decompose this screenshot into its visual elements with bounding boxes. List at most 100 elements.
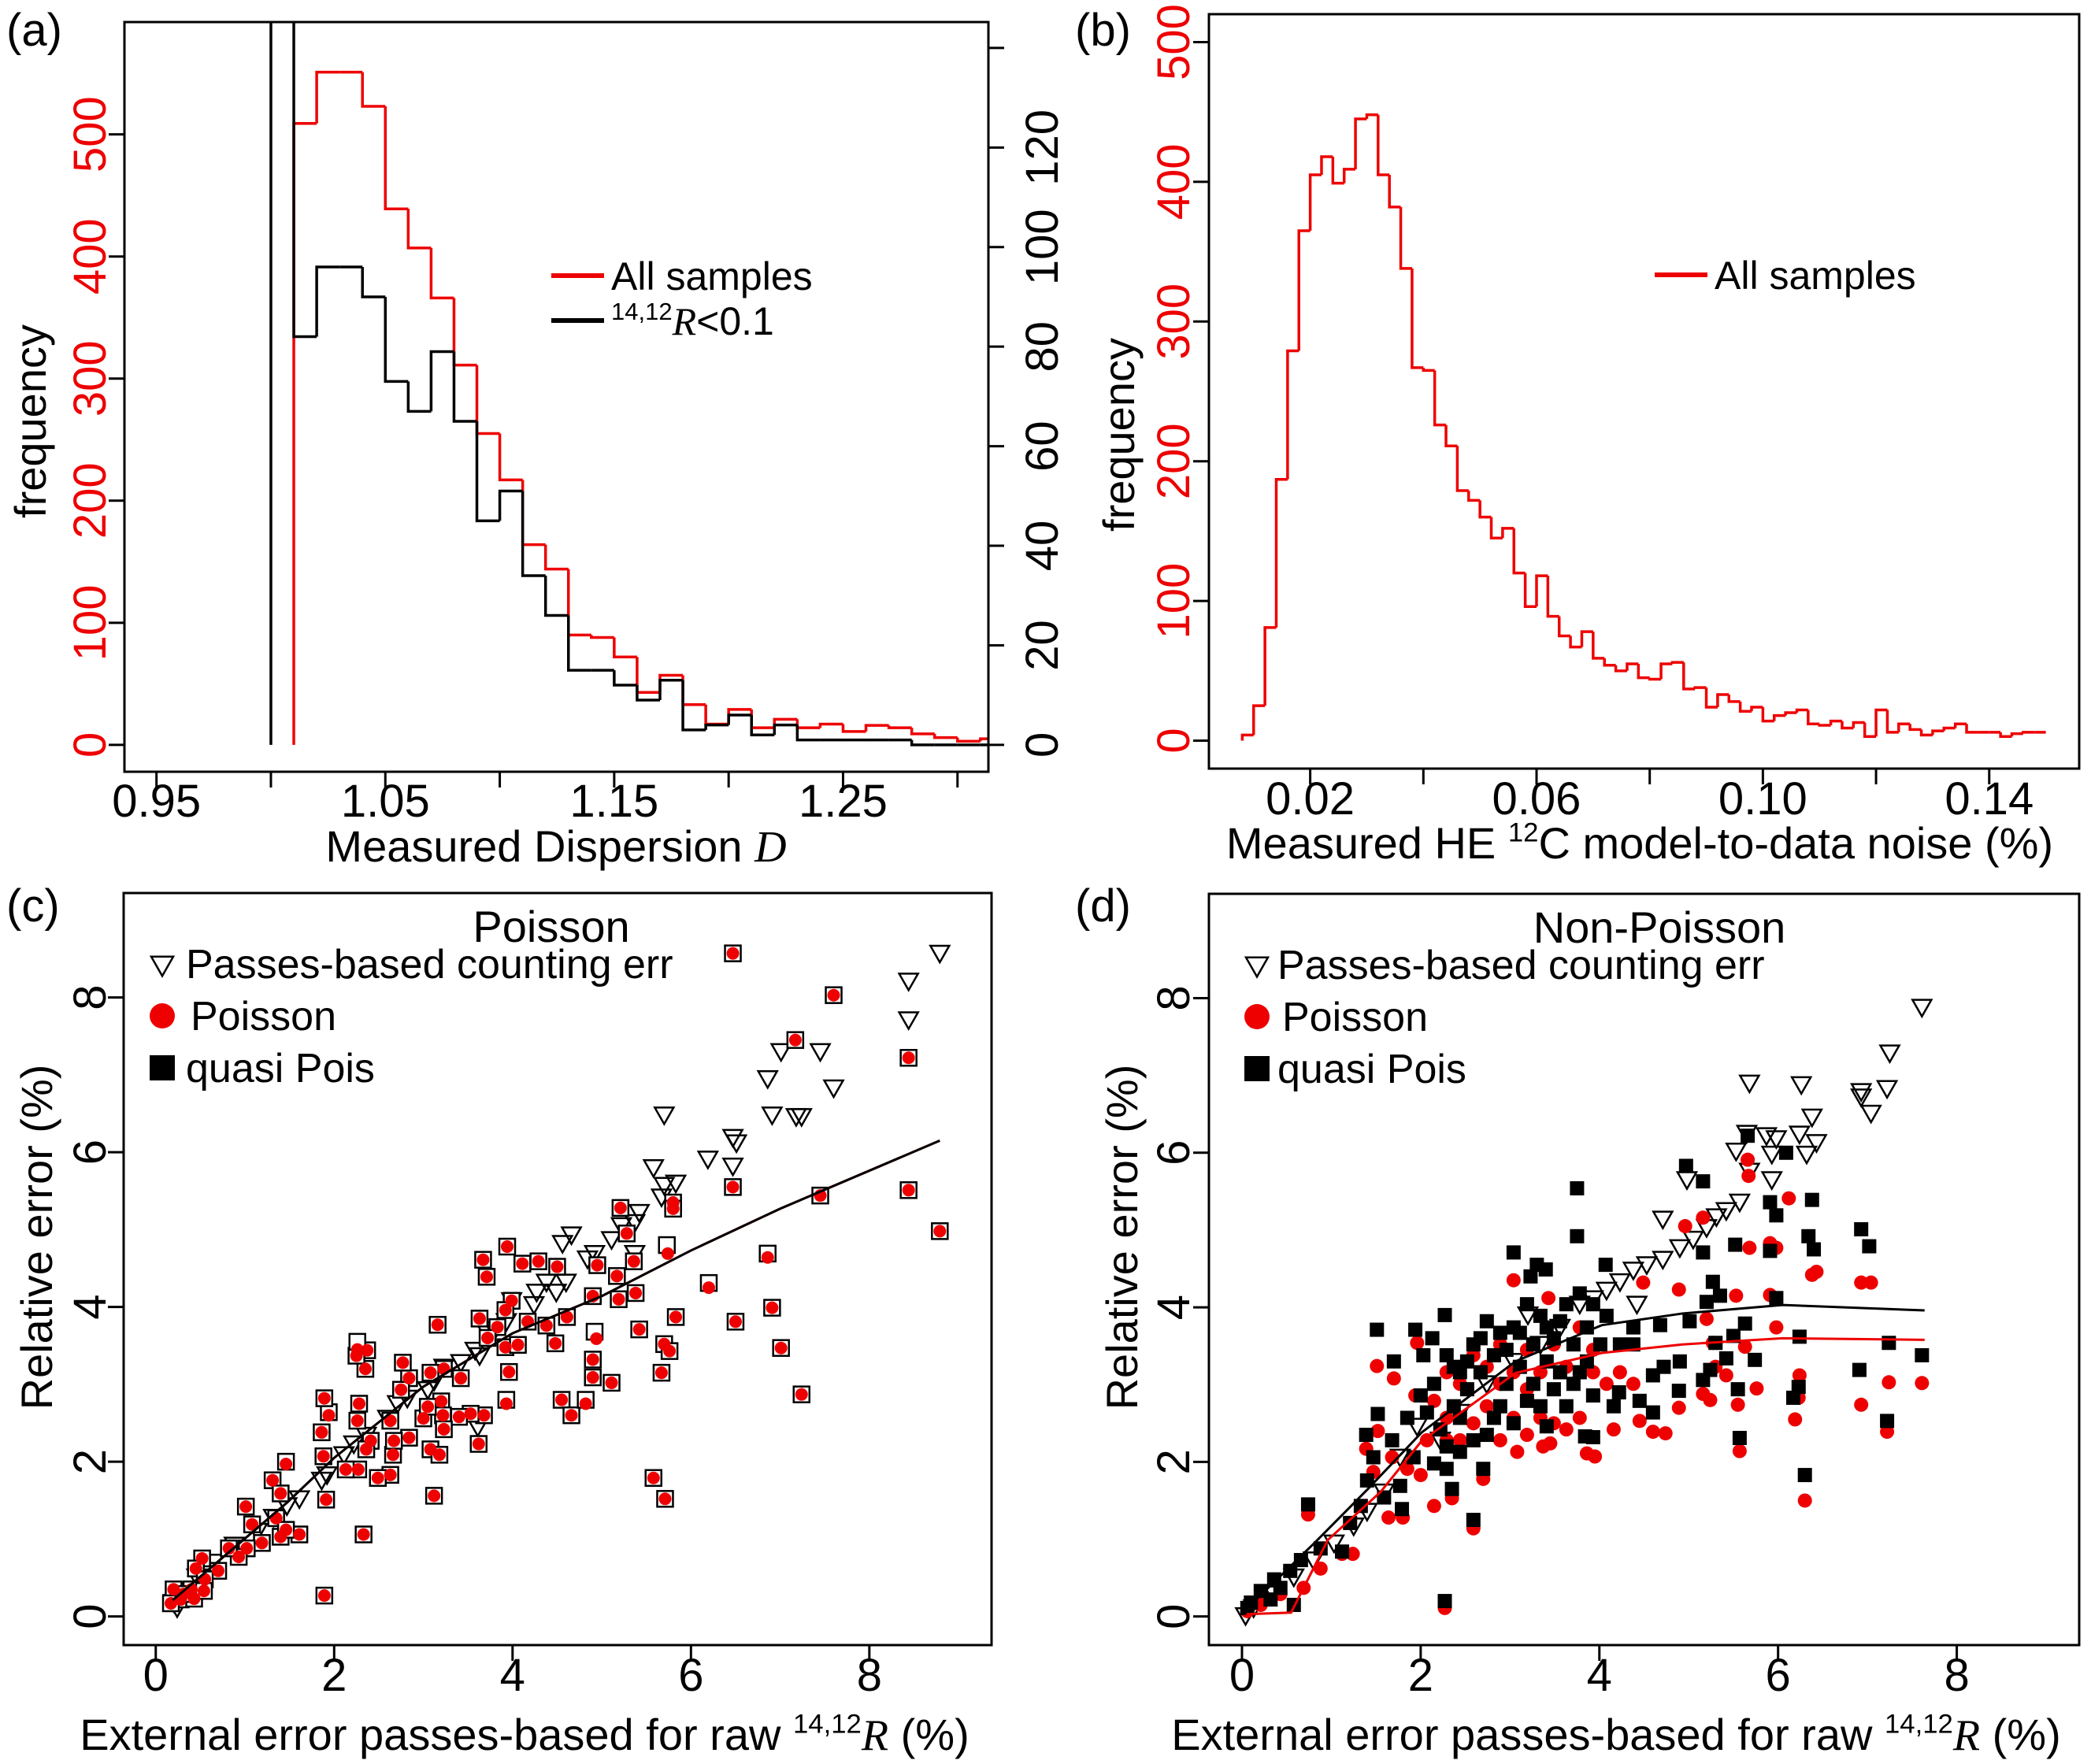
poisson-point [586,1353,599,1366]
histogram-bin [1557,616,1571,638]
quasi-pois-point [1854,1221,1869,1236]
histogram-bin [406,209,432,250]
triangle-point [929,944,951,965]
poisson-point [176,1588,190,1601]
quasi-pois-point [1512,1325,1527,1340]
fit-line [1246,1336,1925,1616]
quasi-pois-point [1533,1308,1548,1323]
poisson-point [627,1254,640,1268]
quasi-pois-point [1572,1365,1587,1380]
plot-area [1240,113,2046,741]
histogram-bin [429,247,454,300]
histogram-bin [1444,424,1458,447]
legend-triangle-icon [1244,956,1270,979]
histogram-bin [1852,721,1865,728]
poisson-point [266,1473,280,1487]
histogram-bin [636,685,660,702]
quasi-pois-point [1769,1208,1784,1223]
histogram-bin [406,381,432,413]
histogram-bin [1501,527,1514,539]
quasi-pois-point [1459,1382,1474,1397]
quasi-pois-point [1392,1478,1407,1493]
y-axis-label: frequency [1094,338,1144,532]
x-tick-label: 8 [1944,1650,1969,1701]
poisson-point [361,1343,374,1357]
x-tick-label: 0 [1229,1650,1255,1701]
histogram-bin [887,725,912,729]
poisson-point [1370,1358,1385,1373]
poisson-point [1809,1264,1824,1279]
x-tick-label: 0.95 [112,776,201,827]
poisson-point [1466,1416,1481,1431]
poisson-point [726,947,740,960]
quasi-pois-point [1852,1362,1867,1377]
histogram-bin [1953,722,1967,728]
quasi-pois-point [1915,1347,1930,1362]
poisson-point [387,1434,401,1447]
quasi-pois-point [1552,1365,1567,1380]
poisson-point [654,1366,668,1380]
y-tick-label: 500 [1148,4,1199,80]
plot-frame [123,20,990,773]
poisson-point [1718,1368,1733,1383]
poisson-point [1741,1169,1756,1184]
triangle-point [1790,1076,1813,1096]
quasi-pois-point [1792,1329,1807,1344]
quasi-pois-point [1882,1336,1896,1351]
quasi-pois-point [1732,1430,1747,1445]
histogram-bin [613,670,637,687]
quasi-pois-point [1632,1393,1647,1408]
poisson-point [1671,1282,1686,1297]
quasi-pois-point [1592,1337,1607,1352]
histogram-bin [750,709,775,729]
poisson-point [473,1312,486,1325]
histogram-bin [1659,662,1673,680]
histogram-bin [269,22,272,745]
quasi-pois-point [1552,1314,1567,1329]
poisson-point [1588,1449,1603,1464]
quasi-pois-point [1353,1499,1368,1514]
quasi-pois-point [1533,1399,1548,1414]
histogram-bin [1897,722,1911,732]
quasi-pois-point [1408,1322,1423,1337]
legend-label: quasi Pois [1277,1047,1466,1092]
poisson-point [358,1362,372,1376]
poisson-point [1606,1422,1621,1437]
poisson-point [402,1431,416,1444]
plot-frame [122,891,993,1647]
poisson-point [232,1550,246,1563]
histogram-bin [1331,156,1344,185]
poisson-point [511,1338,525,1351]
plot-frame [1207,13,2081,770]
right-y-tick-label: 40 [1017,521,1068,572]
superscript: 12 [1508,818,1539,848]
histogram-bin [567,615,591,672]
histogram-bin [1637,663,1650,680]
quasi-pois-point [1705,1274,1720,1289]
x-axis-label: External error passes-based for raw 14,1… [1171,1710,2060,1760]
right-y-tick-label: 100 [1017,209,1068,285]
poisson-point [632,1323,646,1336]
panel-label: (c) [6,880,60,932]
y-tick-label: 6 [1148,1140,1199,1166]
histogram-bin [1863,722,1877,738]
quasi-pois-point [1611,1385,1626,1400]
y-tick-label: 0 [1148,728,1199,753]
poisson-point [1413,1468,1428,1483]
poisson-point [1452,1432,1467,1447]
poisson-point [387,1448,400,1462]
quasi-pois-point [1797,1468,1812,1483]
histogram-bin [1297,229,1311,351]
y-tick-label: 100 [1148,563,1199,639]
text-segment: C model-to-data noise (%) [1538,818,2053,868]
triangle-point [1760,1145,1783,1166]
poisson-point [1737,1340,1752,1354]
poisson-point [431,1318,444,1332]
text-segment: (%) [888,1710,969,1759]
poisson-point [197,1584,210,1598]
poisson-point [1541,1291,1556,1306]
histogram-bin [315,265,340,337]
poisson-point [1426,1499,1441,1514]
histogram-bin [841,724,866,733]
poisson-point [435,1395,448,1408]
